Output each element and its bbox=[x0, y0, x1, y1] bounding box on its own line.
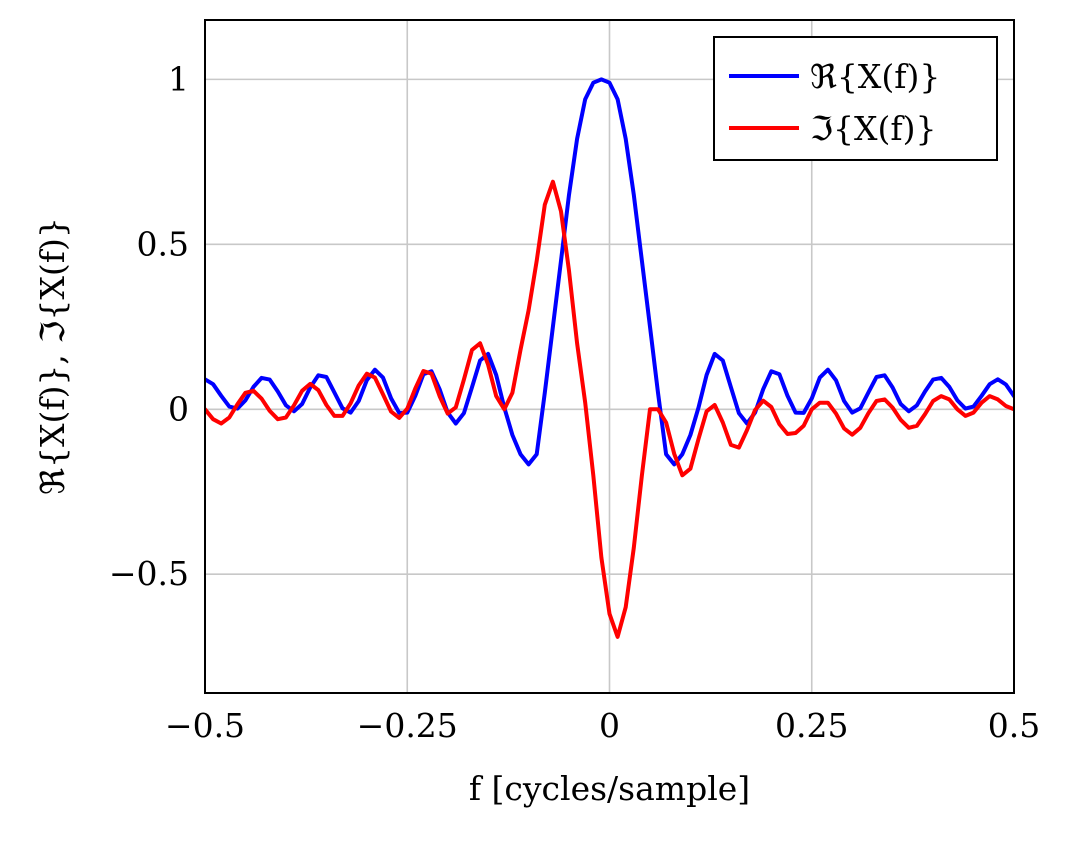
y-tick-label: −0.5 bbox=[109, 554, 189, 593]
series-line-imag bbox=[205, 179, 1014, 639]
series-line-real bbox=[205, 77, 1014, 467]
y-axis-title: ℜ{X(f)}, ℑ{X(f)} bbox=[33, 217, 72, 495]
y-tick-label: 1 bbox=[168, 59, 189, 98]
y-tick-label: 0 bbox=[168, 389, 189, 428]
legend-label-imag: ℑ{X(f)} bbox=[810, 109, 936, 148]
tick-labels: −0.5 −0.25 0 0.25 0.5 −0.5 0 0.5 1 bbox=[109, 59, 1040, 745]
plot-frame bbox=[204, 19, 1015, 694]
legend-box bbox=[713, 36, 998, 161]
legend-label-real: ℜ{X(f)} bbox=[810, 57, 940, 96]
x-axis-title: f [cycles/sample] bbox=[469, 769, 750, 808]
x-tick-label: −0.5 bbox=[165, 706, 245, 745]
legend: ℜ{X(f)} ℑ{X(f)} bbox=[713, 36, 998, 161]
y-tick-label: 0.5 bbox=[137, 224, 189, 263]
x-tick-label: −0.25 bbox=[357, 706, 458, 745]
series-layer bbox=[205, 77, 1014, 639]
x-tick-label: 0.25 bbox=[775, 706, 848, 745]
x-tick-label: 0.5 bbox=[988, 706, 1040, 745]
x-tick-label: 0 bbox=[599, 706, 620, 745]
